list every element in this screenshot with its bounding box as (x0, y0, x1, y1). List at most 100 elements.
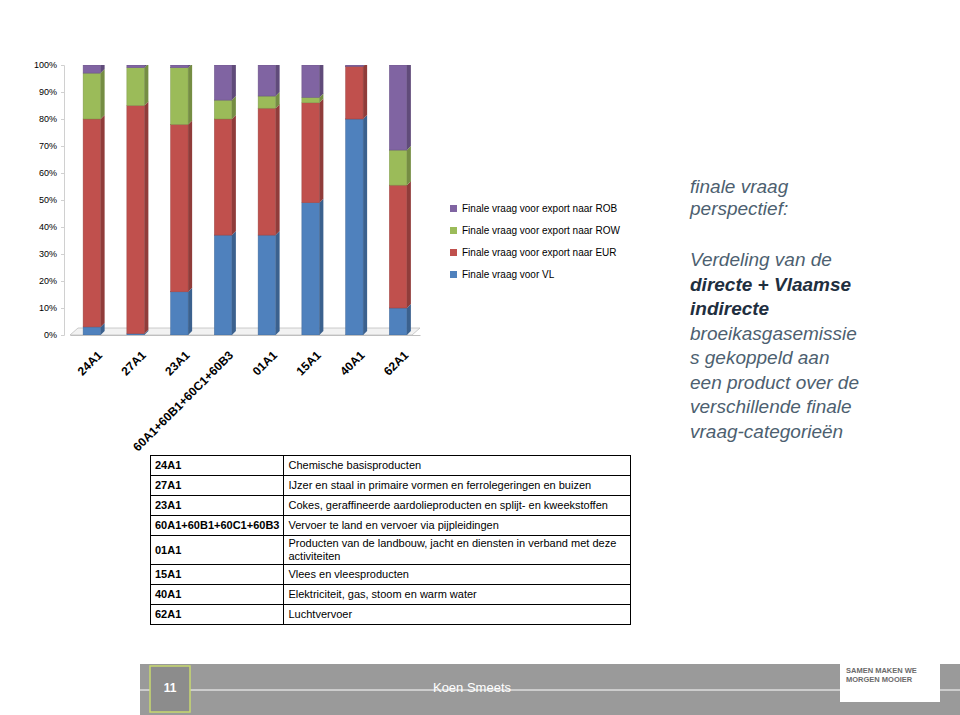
bar-segment (258, 96, 276, 108)
table-code: 01A1 (151, 536, 284, 565)
table-code: 23A1 (151, 496, 284, 516)
bar-segment (302, 103, 320, 203)
x-tick-label: 40A1 (337, 348, 367, 378)
bar-segment (214, 235, 232, 335)
bar-segment (171, 124, 189, 291)
table-row: 01A1Producten van de landbouw, jacht en … (151, 536, 631, 565)
bar-segment (214, 119, 232, 235)
y-tick-label: 80% (39, 114, 57, 124)
legend-item: Finale vraag voor VL (450, 269, 555, 280)
y-tick-label: 60% (39, 168, 57, 178)
bar-segment (389, 150, 407, 185)
bar-segment (346, 65, 364, 66)
logo-box (840, 662, 940, 702)
side-line: een product over de (690, 372, 859, 393)
x-tick-label: 01A1 (250, 348, 280, 378)
x-tick: 27A1 (119, 335, 149, 378)
y-tick-label: 100% (34, 60, 57, 70)
bar-segment (171, 292, 189, 335)
table-code: 24A1 (151, 456, 284, 476)
x-tick-label: 62A1 (381, 348, 411, 378)
bar-side (101, 69, 105, 119)
side-heading: perspectief: (689, 198, 788, 219)
bar-segment (127, 65, 145, 68)
legend-item: Finale vraag voor export naar ROW (450, 225, 620, 236)
table-code: 60A1+60B1+60C1+60B3 (151, 516, 284, 536)
bar-side (363, 65, 367, 66)
page-box (150, 666, 190, 712)
y-tick-label: 10% (39, 303, 57, 313)
table-description: Chemische basisproducten (284, 456, 631, 476)
y-tick-mark (61, 308, 64, 309)
y-tick-label: 70% (39, 141, 57, 151)
bar-side (276, 65, 280, 96)
x-tick-label: 15A1 (294, 348, 324, 378)
side-line: verschillende finale (690, 396, 852, 417)
x-tick-label: 24A1 (75, 348, 105, 378)
y-tick-label: 30% (39, 249, 57, 259)
x-tick-label: 27A1 (119, 348, 149, 378)
bar-segment (214, 100, 232, 119)
legend-label: Finale vraag voor export naar ROW (462, 225, 620, 236)
logo-text: MORGEN MOOIER (846, 675, 913, 684)
y-tick: 100% (34, 60, 64, 70)
bars (83, 65, 411, 335)
table-row: 60A1+60B1+60C1+60B3Vervoer te land en ve… (151, 516, 631, 536)
bar-segment (171, 68, 189, 125)
y-tick: 80% (39, 114, 64, 124)
bar-side (144, 65, 148, 68)
bar-side (232, 65, 236, 100)
table-code: 62A1 (151, 605, 284, 625)
bar-side (276, 231, 280, 335)
bar-side (188, 288, 192, 335)
table-code: 15A1 (151, 565, 284, 585)
x-tick: 15A1 (294, 335, 324, 378)
y-tick: 60% (39, 168, 64, 178)
bar-segment (389, 65, 407, 150)
y-tick: 20% (39, 276, 64, 286)
table-row: 15A1Vlees en vleesproducten (151, 565, 631, 585)
table-row: 24A1Chemische basisproducten (151, 456, 631, 476)
y-tick-mark (61, 119, 64, 120)
slide: 0%10%20%30%40%50%60%70%80%90%100%24A127A… (0, 0, 960, 715)
table-code: 27A1 (151, 476, 284, 496)
table-description: Vervoer te land en vervoer via pijpleidi… (284, 516, 631, 536)
y-tick-mark (61, 254, 64, 255)
bar-side (188, 65, 192, 68)
bar-segment (83, 327, 101, 335)
bar-side (363, 115, 367, 335)
table-row: 27A1IJzer en staal in primaire vormen en… (151, 476, 631, 496)
side-line: Verdeling van de (690, 249, 832, 270)
footer-band (140, 664, 960, 715)
legend-swatch (450, 227, 457, 234)
side-text: finale vraagperspectief:Verdeling van de… (689, 176, 859, 442)
x-tick: 60A1+60B1+60C1+60B3 (130, 335, 236, 454)
bar-side (101, 65, 105, 73)
y-tick: 30% (39, 249, 64, 259)
y-axis: 0%10%20%30%40%50%60%70%80%90%100% (34, 60, 65, 340)
y-tick-mark (61, 335, 64, 336)
footer: 11Koen SmeetsSAMEN MAKEN WEMORGEN MOOIER (140, 662, 960, 715)
legend-swatch (450, 249, 457, 256)
y-tick-label: 40% (39, 222, 57, 232)
table-row: 40A1Elektriciteit, gas, stoom en warm wa… (151, 585, 631, 605)
bar-side (101, 115, 105, 327)
logo-text: SAMEN MAKEN WE (846, 666, 917, 675)
bar-segment (83, 65, 101, 73)
x-axis: 24A127A123A160A1+60B1+60C1+60B301A115A14… (71, 335, 421, 454)
legend-swatch (450, 205, 457, 212)
x-tick: 24A1 (75, 335, 105, 378)
legend-item: Finale vraag voor export naar ROB (450, 203, 617, 214)
table-row: 62A1Luchtvervoer (151, 605, 631, 625)
y-tick-label: 0% (44, 330, 57, 340)
bar-side (232, 96, 236, 119)
side-line: indirecte (690, 298, 770, 319)
table-description: Luchtvervoer (284, 605, 631, 625)
y-tick-mark (61, 173, 64, 174)
bar-segment (83, 119, 101, 327)
table-row: 23A1Cokes, geraffineerde aardolieproduct… (151, 496, 631, 516)
legend-label: Finale vraag voor export naar ROB (462, 203, 617, 214)
page-number: 11 (164, 681, 177, 695)
y-tick-label: 90% (39, 87, 57, 97)
bar-side (232, 115, 236, 235)
